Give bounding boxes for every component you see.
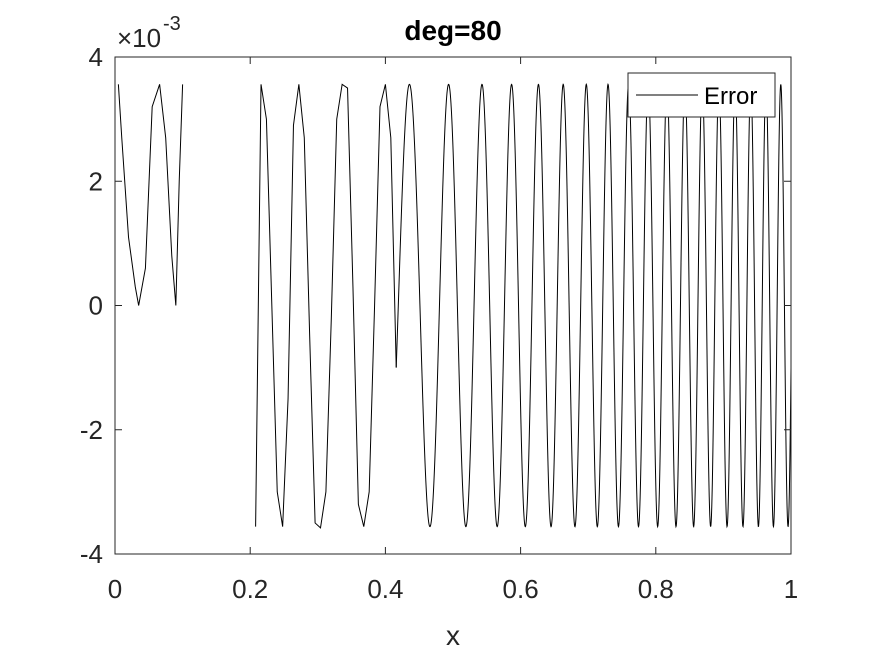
legend: Error <box>627 72 776 118</box>
ticks-layer: 0 0.2 0.4 0.6 0.8 1 -4 -2 0 2 4 <box>80 42 798 604</box>
x-tick-label: 1 <box>784 574 798 604</box>
series-error-segment-1 <box>117 84 184 306</box>
x-tick-label: 0 <box>108 574 122 604</box>
y-exponent-power: -3 <box>163 13 181 35</box>
y-tick-label: -2 <box>80 415 103 445</box>
x-tick-label: 0.8 <box>638 574 674 604</box>
x-tick-label: 0.4 <box>367 574 403 604</box>
y-tick-label: 0 <box>89 291 103 321</box>
y-exponent-base: ×10 <box>117 23 161 53</box>
series-error-segment-3 <box>395 82 792 529</box>
series-layer <box>117 82 792 529</box>
chart-title: deg=80 <box>404 15 501 46</box>
y-tick-label: -4 <box>80 539 103 569</box>
y-tick-label: 2 <box>89 166 103 196</box>
x-tick-label: 0.6 <box>503 574 539 604</box>
legend-entry-error: Error <box>704 83 757 110</box>
x-tick-label: 0.2 <box>232 574 268 604</box>
x-axis-label: x <box>446 620 460 651</box>
series-error-segment-2 <box>255 83 397 529</box>
y-tick-label: 4 <box>89 42 103 72</box>
